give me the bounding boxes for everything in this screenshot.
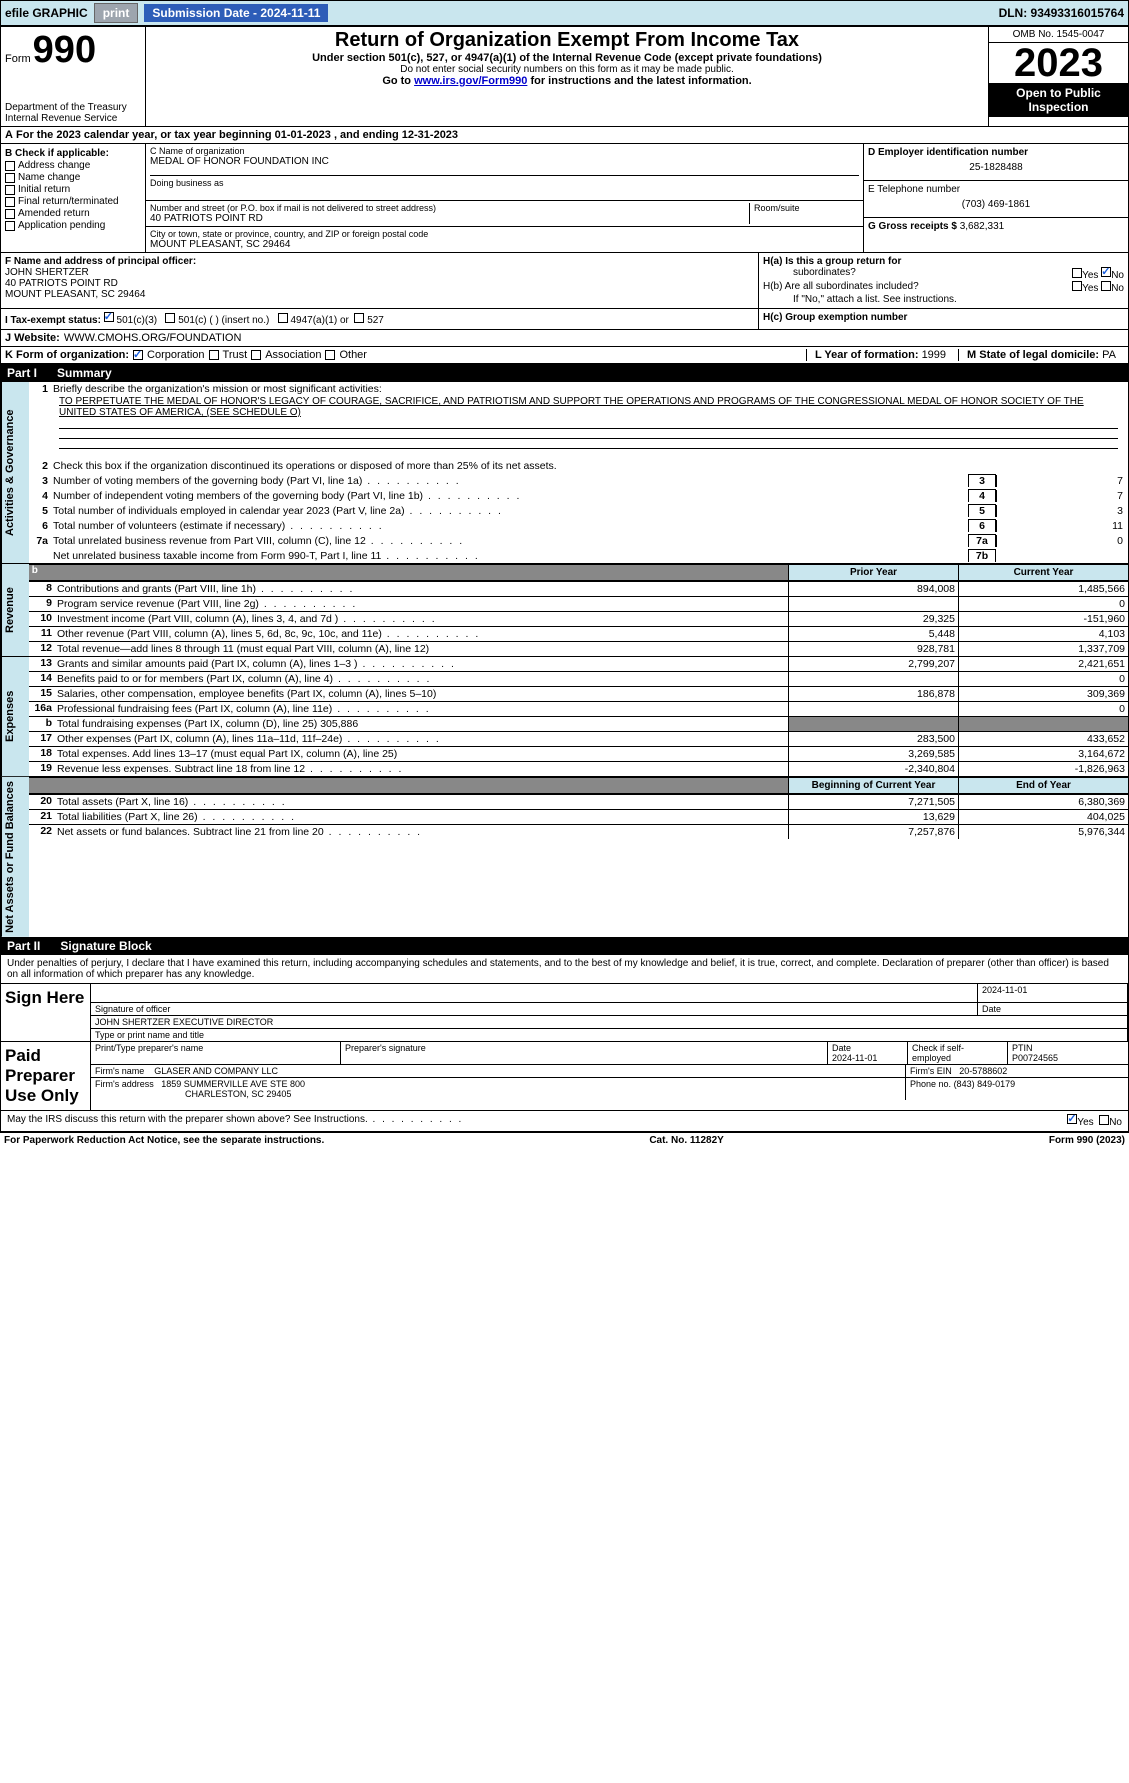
section-i: I Tax-exempt status: 501(c)(3) 501(c) ( … <box>1 308 1128 329</box>
section-revenue: Revenue b Prior Year Current Year 8Contr… <box>1 564 1128 657</box>
submission-date: Submission Date - 2024-11-11 <box>144 4 328 22</box>
val-7a: 0 <box>996 535 1126 547</box>
checkbox-discuss-yes[interactable] <box>1067 1114 1077 1124</box>
vlabel-expenses: Expenses <box>1 657 29 776</box>
org-city: MOUNT PLEASANT, SC 29464 <box>150 239 859 250</box>
perjury-declaration: Under penalties of perjury, I declare th… <box>1 955 1128 983</box>
checkbox-ha-yes[interactable] <box>1072 268 1082 278</box>
box-c: C Name of organization MEDAL OF HONOR FO… <box>146 144 863 252</box>
checkbox-amended[interactable] <box>5 209 15 219</box>
vlabel-netassets: Net Assets or Fund Balances <box>1 777 29 937</box>
preparer-phone: (843) 849-0179 <box>954 1079 1016 1089</box>
open-inspection: Open to Public Inspection <box>989 83 1128 117</box>
box-f: F Name and address of principal officer:… <box>1 253 758 308</box>
section-activities: Activities & Governance 1Briefly describ… <box>1 382 1128 564</box>
top-bar: efile GRAPHIC print Submission Date - 20… <box>0 0 1129 26</box>
mission-text: TO PERPETUATE THE MEDAL OF HONOR'S LEGAC… <box>29 396 1128 418</box>
col-prior: Prior Year <box>788 565 958 580</box>
checkbox-hb-yes[interactable] <box>1072 281 1082 291</box>
gross-receipts: 3,682,331 <box>960 221 1005 232</box>
sign-here-section: Sign Here 2024-11-01 Signature of office… <box>0 984 1129 1042</box>
header-right: OMB No. 1545-0047 2023 Open to Public In… <box>988 27 1128 126</box>
form-number: 990 <box>33 29 96 72</box>
col-current: Current Year <box>958 565 1128 580</box>
checkbox-initial-return[interactable] <box>5 185 15 195</box>
checkbox-address-change[interactable] <box>5 161 15 171</box>
phone-value: (703) 469-1861 <box>868 195 1124 214</box>
discuss-row: May the IRS discuss this return with the… <box>0 1111 1129 1132</box>
section-klm: K Form of organization: Corporation Trus… <box>1 346 1128 364</box>
box-b: B Check if applicable: Address change Na… <box>1 144 146 252</box>
checkbox-501c[interactable] <box>165 313 175 323</box>
paid-preparer-label: Paid Preparer Use Only <box>1 1042 91 1110</box>
form-subtitle-3: Go to www.irs.gov/Form990 for instructio… <box>154 75 980 87</box>
org-name: MEDAL OF HONOR FOUNDATION INC <box>150 156 859 167</box>
vlabel-revenue: Revenue <box>1 564 29 656</box>
box-b-title: B Check if applicable: <box>5 148 141 159</box>
footer: For Paperwork Reduction Act Notice, see … <box>0 1132 1129 1148</box>
ptin: P00724565 <box>1012 1053 1058 1063</box>
efile-label: efile GRAPHIC <box>5 6 88 20</box>
sig-date: 2024-11-01 <box>978 984 1128 1002</box>
checkbox-pending[interactable] <box>5 221 15 231</box>
paid-preparer-section: Paid Preparer Use Only Print/Type prepar… <box>0 1042 1129 1111</box>
part-2-header: Part II Signature Block <box>1 937 1128 955</box>
checkbox-assoc[interactable] <box>251 350 261 360</box>
line-a: A For the 2023 calendar year, or tax yea… <box>1 127 1128 144</box>
firm-name: GLASER AND COMPANY LLC <box>154 1066 278 1076</box>
checkbox-ha-no[interactable] <box>1101 267 1111 277</box>
box-d: D Employer identification number 25-1828… <box>863 144 1128 252</box>
val-3: 7 <box>996 475 1126 487</box>
section-expenses: Expenses 13Grants and similar amounts pa… <box>1 657 1128 777</box>
header-left: Form 990 Department of the Treasury Inte… <box>1 27 146 126</box>
section-bcd: B Check if applicable: Address change Na… <box>1 144 1128 252</box>
box-h: H(a) Is this a group return for subordin… <box>758 253 1128 308</box>
org-address: 40 PATRIOTS POINT RD <box>150 213 749 224</box>
checkbox-name-change[interactable] <box>5 173 15 183</box>
state-domicile: PA <box>1102 349 1116 361</box>
checkbox-discuss-no[interactable] <box>1099 1115 1109 1125</box>
form-subtitle-1: Under section 501(c), 527, or 4947(a)(1)… <box>154 52 980 64</box>
checkbox-trust[interactable] <box>209 350 219 360</box>
checkbox-527[interactable] <box>354 313 364 323</box>
dln-label: DLN: 93493316015764 <box>999 6 1124 20</box>
ein-value: 25-1828488 <box>868 158 1124 177</box>
val-6: 11 <box>996 520 1126 532</box>
tax-year: 2023 <box>989 43 1128 83</box>
form-body: Form 990 Department of the Treasury Inte… <box>0 26 1129 984</box>
form-word: Form <box>5 53 31 65</box>
checkbox-corp[interactable] <box>133 350 143 360</box>
form-subtitle-2: Do not enter social security numbers on … <box>154 64 980 75</box>
irs-label: Internal Revenue Service <box>5 113 141 124</box>
officer-signed-name: JOHN SHERTZER EXECUTIVE DIRECTOR <box>91 1016 1128 1028</box>
year-formation: 1999 <box>922 349 946 361</box>
firm-ein: 20-5788602 <box>959 1066 1007 1076</box>
print-button[interactable]: print <box>94 3 139 23</box>
checkbox-hb-no[interactable] <box>1101 281 1111 291</box>
part-1-header: Part I Summary <box>1 364 1128 382</box>
header-center: Return of Organization Exempt From Incom… <box>146 27 988 126</box>
val-4: 7 <box>996 490 1126 502</box>
officer-name: JOHN SHERTZER <box>5 267 754 278</box>
checkbox-501c3[interactable] <box>104 312 114 322</box>
checkbox-other[interactable] <box>325 350 335 360</box>
section-netassets: Net Assets or Fund Balances Beginning of… <box>1 777 1128 937</box>
form-title: Return of Organization Exempt From Incom… <box>154 29 980 52</box>
val-5: 3 <box>996 505 1126 517</box>
checkbox-4947[interactable] <box>278 313 288 323</box>
instructions-link[interactable]: www.irs.gov/Form990 <box>414 75 527 87</box>
section-j: J Website: WWW.CMOHS.ORG/FOUNDATION <box>1 329 1128 346</box>
checkbox-final-return[interactable] <box>5 197 15 207</box>
vlabel-activities: Activities & Governance <box>1 382 29 563</box>
website-url: WWW.CMOHS.ORG/FOUNDATION <box>64 332 242 344</box>
section-fh: F Name and address of principal officer:… <box>1 252 1128 308</box>
form-header: Form 990 Department of the Treasury Inte… <box>1 27 1128 127</box>
dept-label: Department of the Treasury <box>5 102 141 113</box>
sign-here-label: Sign Here <box>1 984 91 1041</box>
